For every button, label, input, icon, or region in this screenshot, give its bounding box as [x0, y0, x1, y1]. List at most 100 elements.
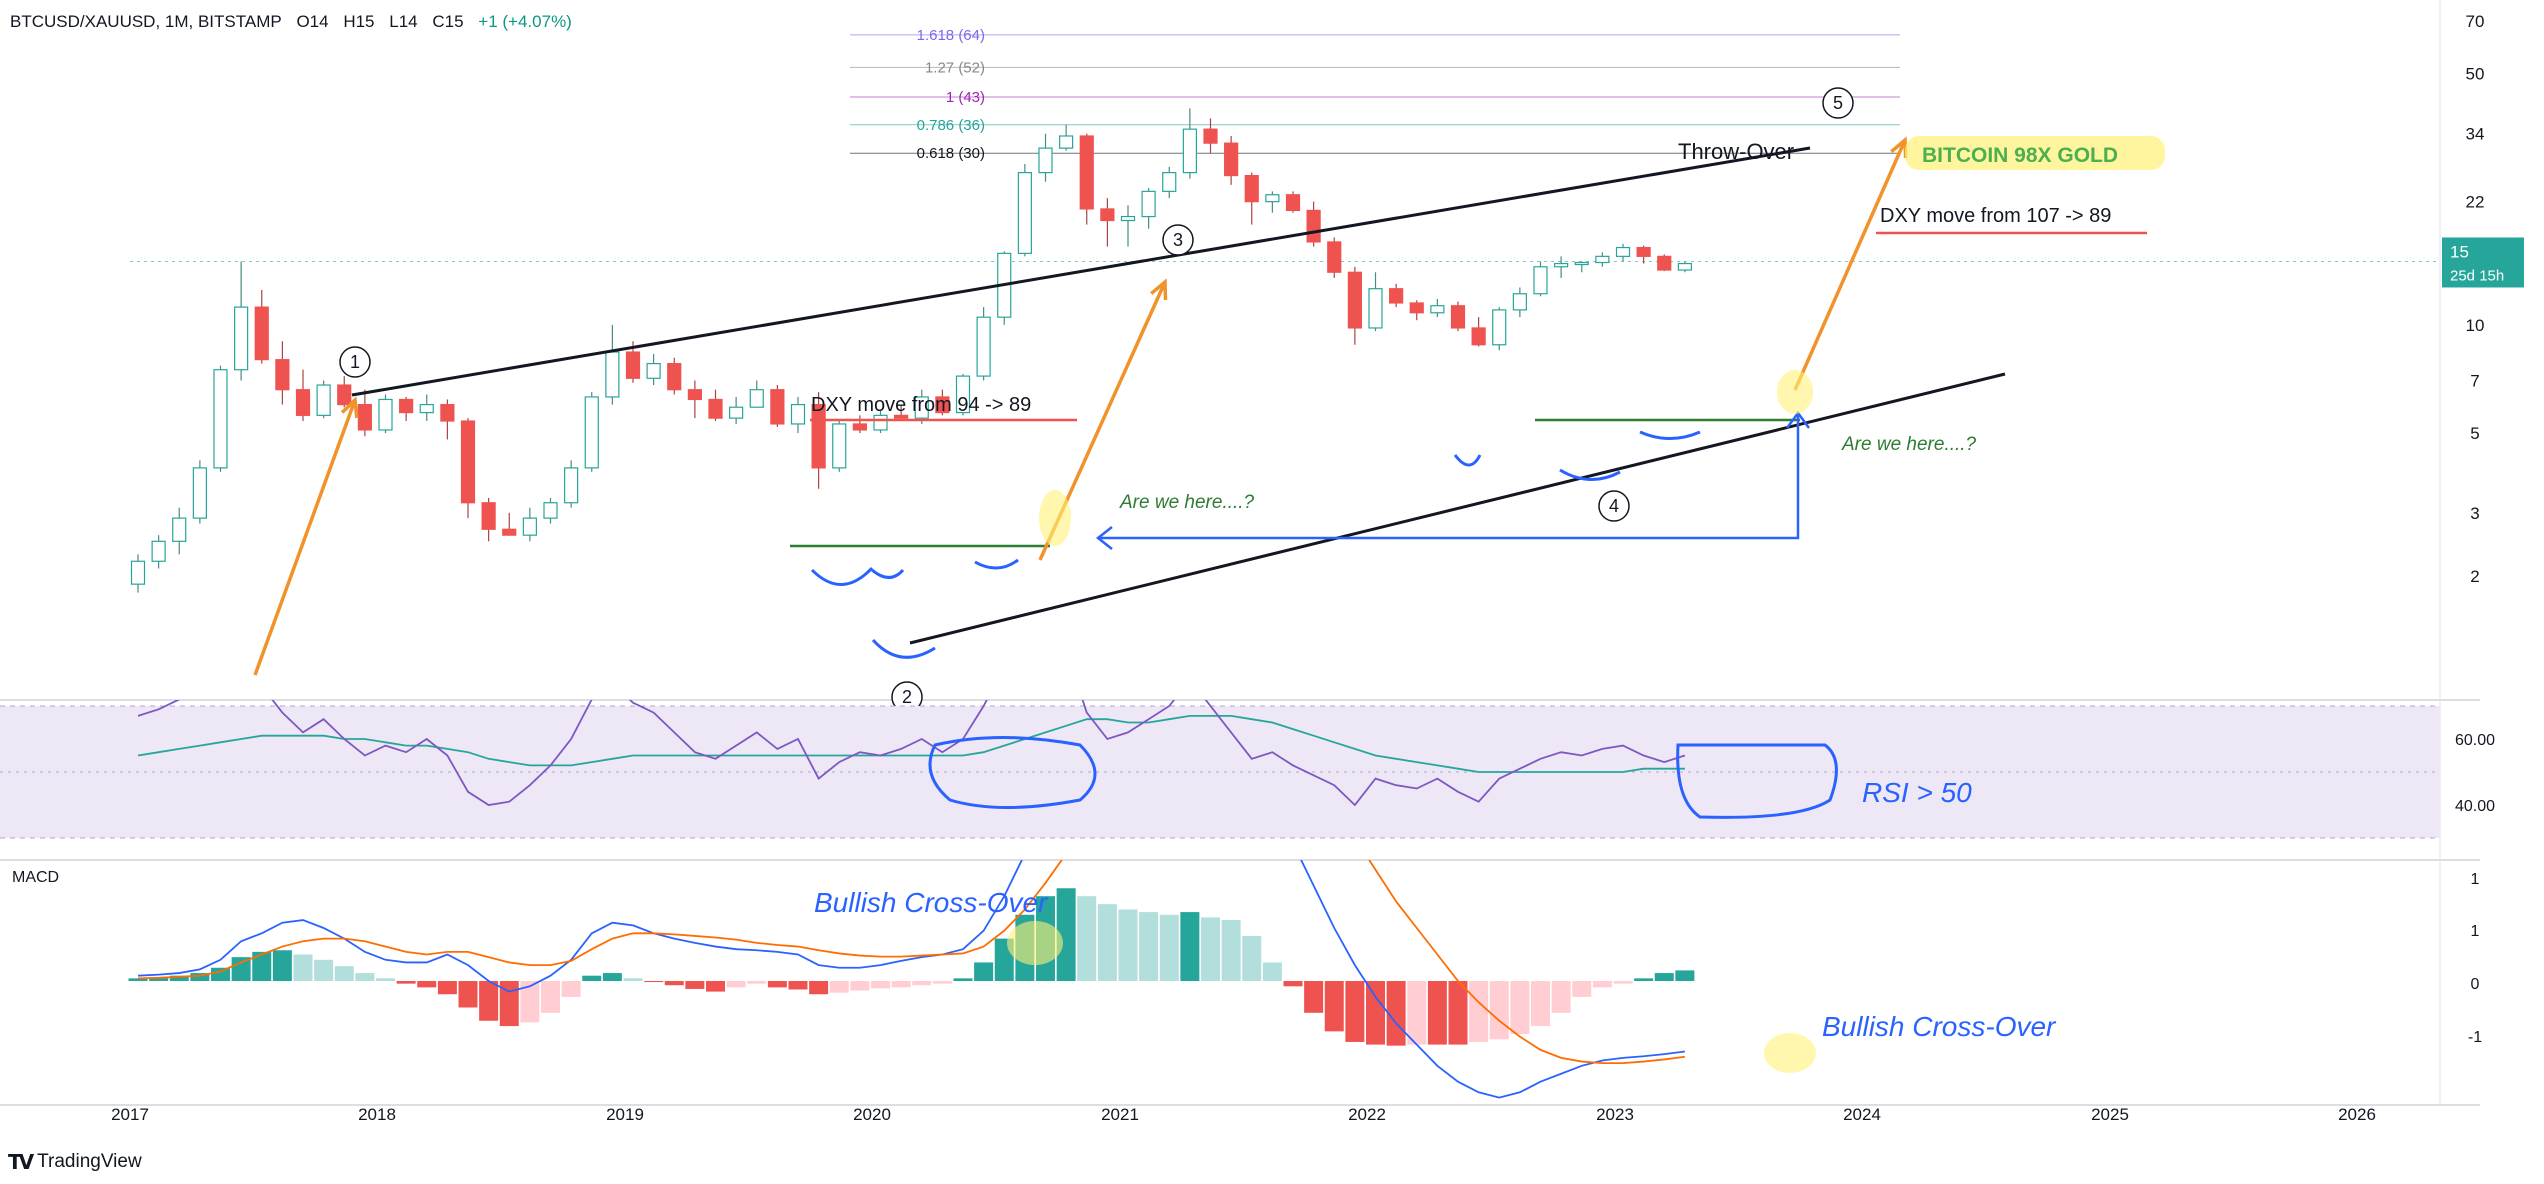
- macd-histogram-bar: [1345, 981, 1365, 1042]
- wave1-arrow: [253, 399, 357, 676]
- price-axis-tick: 22: [2466, 193, 2485, 212]
- target-label: BITCOIN 98X GOLD: [1922, 144, 2118, 167]
- candle-body: [1615, 246, 1631, 257]
- tradingview-logo-icon: TV: [8, 1150, 34, 1174]
- macd-histogram-bar: [1366, 981, 1385, 1045]
- candle-body: [646, 363, 661, 379]
- price-axis-tick: 7: [2470, 372, 2479, 391]
- macd-histogram-bar: [437, 981, 457, 995]
- rsi-annotation: RSI > 50: [1862, 777, 1972, 808]
- wave3-arrow-head: [1150, 278, 1168, 301]
- candle-body: [460, 420, 476, 504]
- macd-histogram-bar: [788, 981, 808, 990]
- candle-body: [295, 389, 311, 416]
- macd-histogram-bar: [871, 981, 890, 989]
- candle-body: [1657, 255, 1672, 271]
- candle-body: [625, 351, 641, 379]
- macd-histogram-bar: [128, 978, 148, 981]
- macd-histogram-bar: [1634, 978, 1654, 981]
- candle-body: [1409, 302, 1424, 314]
- macd-histogram-bar: [376, 978, 395, 981]
- wave-label: 5: [1833, 93, 1843, 113]
- candle-body: [832, 423, 847, 469]
- macd-histogram-bar: [1304, 981, 1324, 1013]
- macd-histogram-bar: [1242, 935, 1262, 981]
- candle-body: [1059, 135, 1074, 149]
- are-we-here-label: Are we here....?: [1841, 434, 1977, 455]
- candle-body: [852, 423, 867, 431]
- wave1-arrow-head: [340, 396, 359, 419]
- candle-body: [1368, 288, 1383, 329]
- candle-body: [790, 403, 806, 425]
- rsi-circle-mark: [1676, 743, 1838, 819]
- macd-histogram-bar: [1572, 981, 1592, 997]
- candle-body: [1162, 172, 1177, 192]
- macd-histogram-bar: [1592, 981, 1612, 988]
- candle-body: [667, 363, 682, 391]
- macd-histogram-bar: [1139, 912, 1159, 981]
- macd-histogram-bar: [602, 973, 622, 981]
- ohlc-low: L14: [389, 12, 418, 31]
- candle-body: [1306, 209, 1321, 243]
- candle-body: [1079, 135, 1094, 210]
- handdrawn-cup-mark: [810, 566, 874, 586]
- candle-body: [1595, 255, 1610, 264]
- macd-histogram-bar: [396, 981, 416, 984]
- candle-body: [1450, 305, 1466, 329]
- rsi-line: [137, 700, 1686, 807]
- rsi-axis-tick: 60.00: [2455, 732, 2495, 749]
- candle-body: [605, 351, 620, 398]
- price-axis-tick: 5: [2470, 424, 2479, 443]
- highlight-2023: [1777, 370, 1813, 414]
- candle-body: [729, 406, 744, 419]
- candle-body: [172, 517, 187, 542]
- ohlc-high: H15: [343, 12, 375, 31]
- time-axis-tick: 2017: [111, 1105, 149, 1124]
- time-axis-tick: 2026: [2338, 1105, 2376, 1124]
- last-price-countdown: 25d 15h: [2450, 267, 2504, 284]
- macd-histogram-bar: [1324, 981, 1344, 1032]
- channel-lower-line: [909, 372, 2006, 645]
- macd-histogram-bar: [767, 981, 787, 988]
- price-axis-tick: 34: [2466, 125, 2485, 144]
- symbol-name[interactable]: BTCUSD/XAUUSD, 1M, BITSTAMP: [10, 12, 282, 31]
- candle-body: [1636, 246, 1651, 257]
- candle-body: [502, 528, 517, 536]
- candle-body: [1389, 288, 1404, 304]
- candle-body: [1677, 262, 1692, 271]
- macd-histogram-bar: [334, 966, 354, 981]
- highlight-target: [1905, 136, 2165, 170]
- handdrawn-cup-mark: [1639, 430, 1701, 440]
- candle-body: [1224, 142, 1239, 177]
- ohlc-open: O14: [296, 12, 329, 31]
- candle-body: [1100, 208, 1115, 222]
- fib-level-label: 0.618 (30): [917, 145, 985, 162]
- macd-histogram-bar: [953, 978, 973, 981]
- macd-histogram-bar: [541, 981, 560, 1013]
- last-price-value: 15: [2450, 242, 2469, 261]
- macd-histogram-bar: [912, 981, 932, 986]
- candle-body: [1285, 194, 1301, 212]
- candle-body: [1203, 128, 1218, 144]
- rsi-circle-mark: [928, 736, 1097, 809]
- macd-annotation: Bullish Cross-Over: [1822, 1011, 2057, 1042]
- wave-label: 3: [1173, 230, 1183, 250]
- macd-histogram-bar: [1613, 981, 1633, 984]
- macd-histogram-bar: [582, 975, 602, 981]
- macd-histogram-bar: [706, 981, 725, 992]
- candle-body: [1182, 128, 1197, 174]
- macd-histogram-bar: [1551, 981, 1571, 1013]
- wave5-arrow: [1793, 139, 1907, 391]
- macd-histogram-bar: [1469, 981, 1489, 1042]
- blue-return-arrow-head: [1095, 526, 1113, 550]
- macd-histogram-bar: [685, 981, 705, 989]
- candle-body: [1347, 271, 1362, 329]
- candle-body: [481, 502, 496, 530]
- price-axis-tick: 2: [2470, 567, 2479, 586]
- candle-body: [708, 398, 723, 419]
- time-axis-tick: 2021: [1101, 1105, 1139, 1124]
- macd-histogram-bar: [1118, 909, 1138, 981]
- macd-histogram-bar: [520, 981, 540, 1023]
- tradingview-watermark[interactable]: TV TradingView: [8, 1150, 142, 1174]
